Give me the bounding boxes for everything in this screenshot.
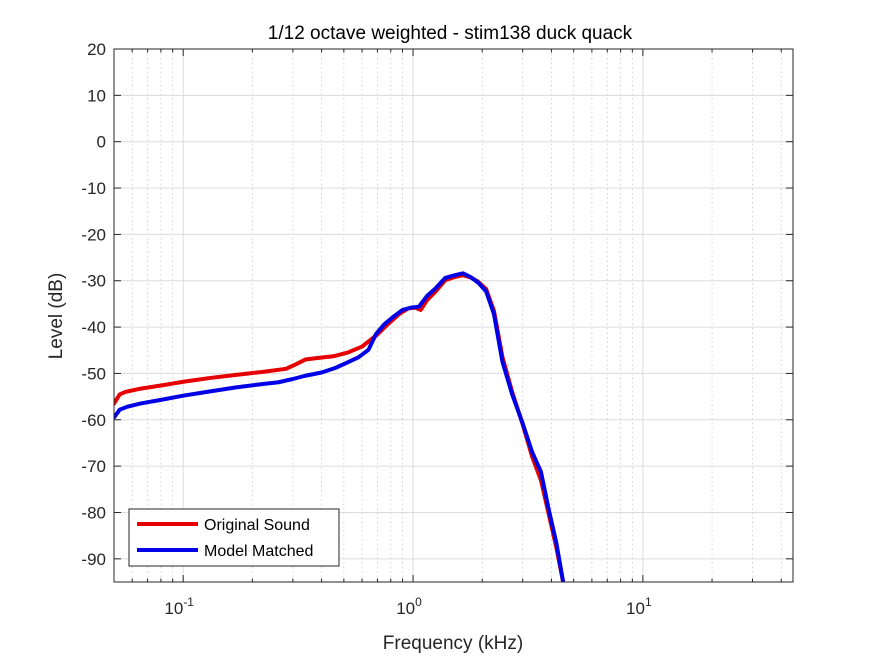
y-tick-label: -30	[81, 272, 106, 291]
legend-label-model: Model Matched	[204, 543, 313, 560]
x-tick-labels: 10-1 100 101	[164, 595, 652, 618]
x-tick-label: 10-1	[164, 595, 194, 618]
chart-title: 1/12 octave weighted - stim138 duck quac…	[268, 23, 633, 44]
x-tick-label: 100	[396, 595, 422, 618]
minor-grid	[131, 49, 782, 582]
y-tick-labels: 20 10 0 -10 -20 -30 -40 -50 -60 -70 -80 -90	[81, 40, 106, 569]
y-tick-label: -70	[81, 457, 106, 476]
y-tick-label: -20	[81, 225, 106, 244]
x-axis-label: Frequency (kHz)	[383, 633, 523, 654]
legend-label-original: Original Sound	[204, 517, 310, 534]
plot-area	[114, 49, 793, 582]
y-tick-label: -10	[81, 179, 106, 198]
y-tick-label: -80	[81, 503, 106, 522]
legend-box	[128, 508, 340, 567]
tick-marks	[114, 48, 793, 582]
series-layer	[114, 271, 566, 582]
y-tick-label: -90	[81, 550, 106, 569]
plot-frame	[113, 48, 794, 583]
y-tick-label: 10	[87, 86, 106, 105]
y-tick-label: -60	[81, 411, 106, 430]
legend: Original Sound Model Matched	[128, 508, 340, 567]
series-line-model-matched	[114, 271, 566, 582]
y-tick-label: 20	[87, 40, 106, 59]
y-tick-label: -40	[81, 318, 106, 337]
y-tick-label: 0	[97, 133, 106, 152]
y-axis-label: Level (dB)	[46, 273, 67, 360]
y-tick-label: -50	[81, 364, 106, 383]
x-tick-label: 101	[626, 595, 652, 618]
